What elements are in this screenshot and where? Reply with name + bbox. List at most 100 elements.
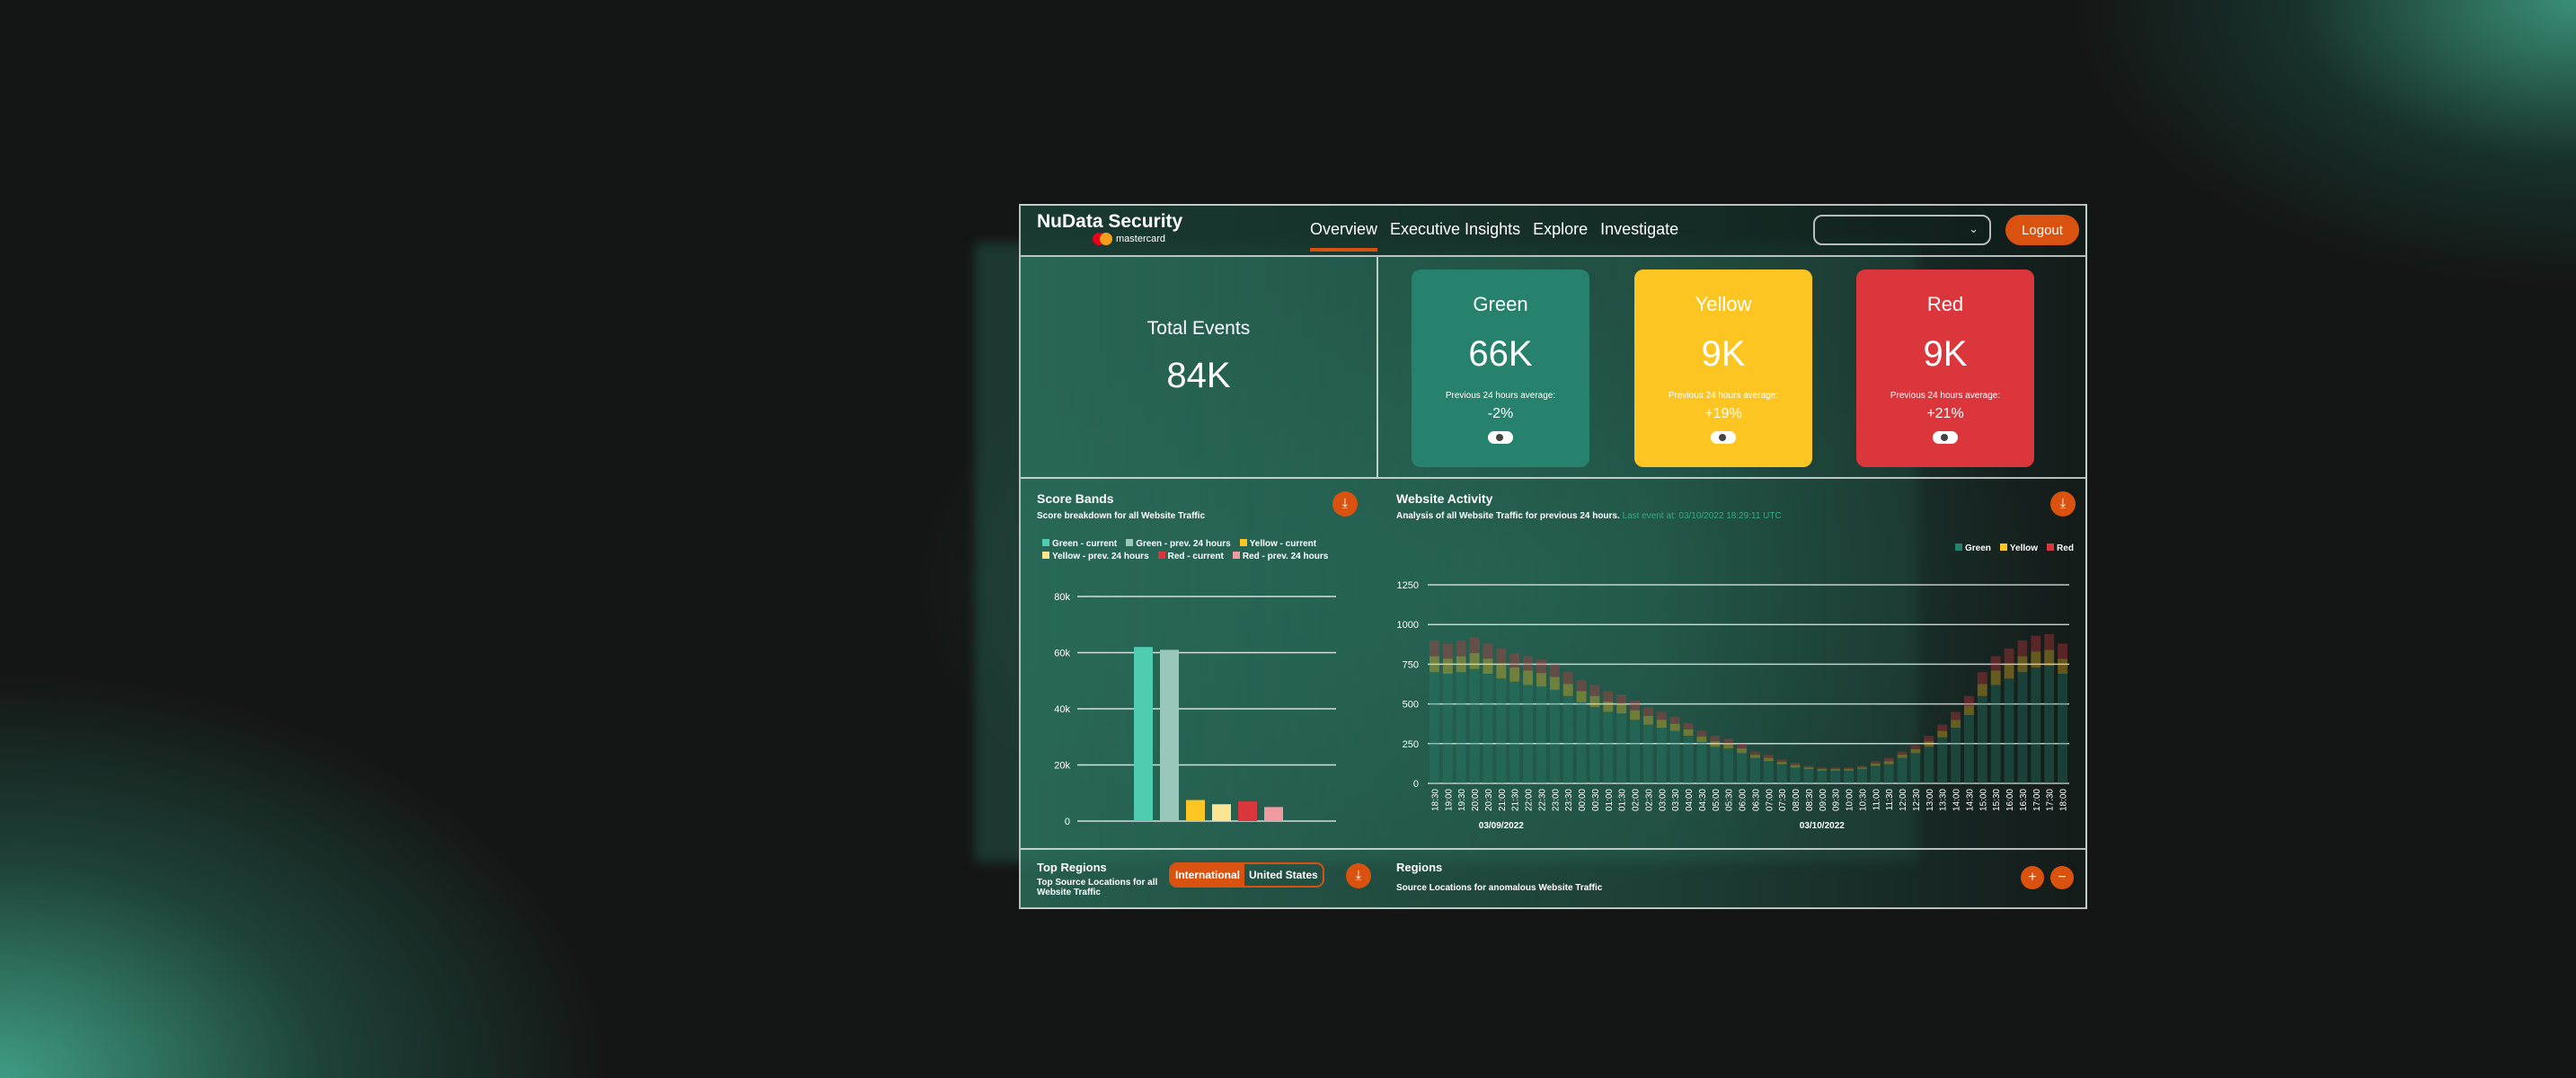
region-toggle: International United States (1169, 862, 1324, 888)
mastercard-logo: mastercard (1093, 233, 1165, 245)
x-tick-label: 06:30 (1751, 789, 1761, 811)
x-tick-label: 23:30 (1564, 789, 1574, 811)
x-tick-label: 18:30 (1430, 789, 1440, 811)
bar-segment-green (1977, 695, 1987, 783)
zoom-out-button[interactable]: − (2050, 866, 2074, 889)
legend-item[interactable]: Red - current (1157, 552, 1224, 561)
nav-executive-insights[interactable]: Executive Insights (1390, 220, 1521, 238)
bar-segment-green (1910, 753, 1921, 783)
x-tick-label: 23:00 (1551, 789, 1561, 811)
card-green: Green 66K Previous 24 hours average: -2% (1412, 270, 1589, 467)
bar-segment-yellow (2031, 651, 2041, 667)
download-icon[interactable]: ⤓ (1332, 491, 1358, 517)
y-tick-label: 1250 (1397, 580, 1419, 591)
legend-item[interactable]: Yellow - current (1239, 539, 1316, 549)
top-regions-subtitle: Top Source Locations for all Website Tra… (1037, 878, 1158, 897)
card-name: Green (1473, 293, 1528, 315)
download-icon[interactable]: ⤓ (2050, 491, 2076, 517)
bar-segment-red (1442, 643, 1453, 659)
x-tick-label: 21:00 (1498, 789, 1508, 811)
card-prev-label: Previous 24 hours average: (1890, 391, 2001, 401)
bar-segment-green (1763, 761, 1774, 783)
legend-item[interactable]: Yellow - prev. 24 hours (1042, 552, 1149, 561)
legend-item[interactable]: Green - current (1042, 539, 1117, 549)
x-tick-label: 02:30 (1644, 789, 1654, 811)
legend-item[interactable]: Green (1955, 543, 1991, 553)
bar-segment-green (1630, 720, 1640, 783)
bar-segment-red (1630, 701, 1640, 711)
y-tick-label: 20k (1054, 761, 1070, 772)
bar-segment-green (1937, 737, 1948, 783)
bar-segment-red (1776, 759, 1787, 763)
zoom-in-button[interactable]: + (2021, 866, 2044, 889)
bar-red-current (1238, 801, 1257, 821)
activity-subtitle: Analysis of all Website Traffic for prev… (1396, 511, 1782, 521)
x-tick-label: 18:00 (2059, 789, 2069, 811)
bar-segment-yellow (1430, 656, 1439, 673)
bar-segment-yellow (1483, 658, 1493, 675)
legend-item[interactable]: Red (2047, 543, 2074, 553)
bar-segment-green (1656, 728, 1667, 783)
toggle-switch[interactable] (1933, 431, 1958, 444)
bar-segment-yellow (1897, 755, 1908, 758)
total-events-label: Total Events (1146, 318, 1251, 339)
header: NuData Security mastercard Overview Exec… (1021, 206, 2085, 257)
bar-segment-red (1549, 664, 1560, 677)
tab-united-states[interactable]: United States (1249, 869, 1318, 881)
bar-segment-red (1456, 640, 1466, 657)
bar-segment-green (1576, 702, 1587, 783)
bar-segment-red (1964, 695, 1974, 706)
bar-red-prev-24-hours (1264, 807, 1283, 821)
bar-segment-yellow (1669, 723, 1680, 731)
bar-green-prev-24-hours (1160, 649, 1179, 821)
date-label: 03/09/2022 (1479, 821, 1524, 831)
legend-item[interactable]: Red - prev. 24 hours (1232, 552, 1328, 561)
bar-segment-red (1844, 767, 1854, 770)
bar-yellow-current (1186, 800, 1205, 821)
card-red: Red 9K Previous 24 hours average: +21% (1856, 270, 2034, 467)
card-yellow: Yellow 9K Previous 24 hours average: +19… (1634, 270, 1812, 467)
bar-segment-green (1442, 674, 1453, 783)
charts-row: Score Bands Score breakdown for all Webs… (1021, 479, 2085, 850)
x-tick-label: 14:00 (1952, 789, 1962, 811)
bar-segment-yellow (1589, 695, 1600, 708)
legend-item[interactable]: Yellow (1999, 543, 2038, 553)
x-tick-label: 17:00 (2032, 789, 2042, 811)
nav-investigate[interactable]: Investigate (1600, 220, 1679, 238)
bar-segment-red (1562, 672, 1573, 685)
bar-segment-red (1509, 653, 1520, 667)
x-tick-label: 13:30 (1939, 789, 1949, 811)
nav-overview[interactable]: Overview (1310, 220, 1378, 252)
bar-segment-yellow (1603, 701, 1614, 712)
download-icon[interactable]: ⤓ (1346, 863, 1371, 888)
bar-segment-green (1562, 695, 1573, 783)
bar-segment-yellow (1723, 743, 1734, 749)
bar-segment-red (1589, 685, 1600, 696)
x-tick-label: 20:30 (1484, 789, 1494, 811)
bar-segment-green (2004, 678, 2014, 783)
account-dropdown[interactable]: ⌄ (1813, 215, 1991, 245)
bar-segment-green (1496, 678, 1507, 783)
regions-title: Regions (1396, 861, 1443, 874)
x-tick-label: 06:00 (1739, 789, 1748, 811)
card-prev-label: Previous 24 hours average: (1668, 391, 1779, 401)
bar-segment-yellow (1643, 715, 1653, 725)
bar-segment-yellow (1776, 762, 1787, 764)
toggle-switch[interactable] (1488, 431, 1513, 444)
toggle-switch[interactable] (1711, 431, 1736, 444)
bar-segment-red (1803, 765, 1814, 768)
x-tick-label: 05:00 (1712, 789, 1722, 811)
bar-segment-yellow (1857, 767, 1867, 770)
tab-international[interactable]: International (1171, 864, 1245, 886)
legend-item[interactable]: Green - prev. 24 hours (1126, 539, 1231, 549)
bar-segment-yellow (1656, 720, 1667, 729)
nav-explore[interactable]: Explore (1533, 220, 1589, 238)
x-tick-label: 07:30 (1778, 789, 1788, 811)
bar-segment-red (1830, 767, 1841, 770)
bar-segment-red (1763, 755, 1774, 758)
bar-segment-green (1643, 724, 1653, 783)
x-tick-label: 11:00 (1872, 789, 1881, 811)
x-tick-label: 20:00 (1471, 789, 1481, 811)
logout-button[interactable]: Logout (2005, 215, 2079, 245)
bar-segment-green (1990, 685, 2001, 783)
